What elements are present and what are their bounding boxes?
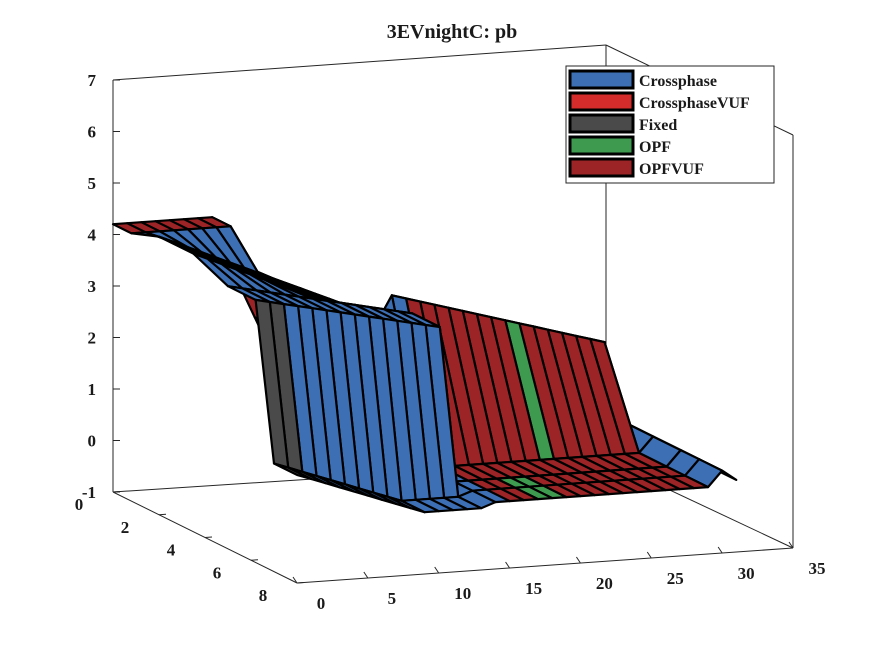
z-tick-label: 2	[88, 329, 97, 348]
legend-label: Crossphase	[639, 73, 717, 90]
y-tick-label: 4	[167, 541, 176, 560]
legend-swatch	[568, 113, 635, 134]
x-axis-ticks: 0 5 10 15 20 25 30 35	[292, 541, 826, 613]
surface-patch	[272, 462, 313, 481]
x-tick-mark	[646, 551, 652, 559]
x-tick-mark	[363, 571, 369, 579]
back-top-edge	[112, 44, 607, 81]
z-tick-label: 5	[88, 174, 97, 193]
z-axis-ticks: -1 0 1 2 3 4 5 6 7	[82, 71, 120, 502]
legend: Crossphase CrossphaseVUF Fixed OPF OPFVUF	[565, 65, 775, 184]
x-tick-label: 5	[388, 589, 397, 608]
legend-swatch	[568, 69, 635, 90]
legend-label: Fixed	[639, 117, 677, 134]
x-tick-mark	[292, 576, 298, 584]
y-tick-label: 2	[121, 518, 130, 537]
x-tick-mark	[576, 556, 581, 564]
surface-plots	[111, 216, 738, 514]
legend-label: OPFVUF	[639, 161, 704, 178]
legend-swatch	[568, 91, 635, 112]
z-tick-label: 0	[88, 432, 97, 451]
x-tick-label: 15	[525, 579, 542, 598]
x-tick-label: 35	[809, 559, 826, 578]
z-tick-label: 6	[88, 123, 97, 142]
y-tick-label: 8	[259, 586, 268, 605]
y-tick-mark	[250, 559, 259, 561]
x-axis-line	[296, 547, 794, 584]
x-tick-label: 10	[454, 584, 471, 603]
y-tick-label: 6	[213, 563, 222, 582]
x-tick-mark	[434, 566, 440, 574]
legend-label: OPF	[639, 139, 671, 156]
x-tick-label: 0	[317, 594, 326, 613]
y-tick-mark	[204, 536, 213, 538]
legend-swatch	[568, 157, 635, 178]
x-tick-mark	[788, 541, 794, 549]
y-tick-mark	[112, 491, 121, 493]
z-tick-label: 3	[88, 277, 97, 296]
z-tick-label: 7	[88, 71, 97, 90]
z-tick-label: -1	[82, 483, 96, 502]
y-tick-mark	[158, 513, 167, 516]
legend-label: CrossphaseVUF	[639, 95, 750, 112]
legend-swatch	[568, 135, 635, 156]
x-tick-mark	[717, 546, 723, 554]
y-tick-mark	[296, 582, 305, 584]
x-tick-label: 25	[667, 569, 684, 588]
z-tick-label: 4	[88, 226, 97, 245]
x-tick-mark	[505, 561, 510, 569]
chart-title: 3EVnightC: pb	[387, 21, 518, 43]
x-tick-label: 20	[596, 574, 613, 593]
y-axis-ticks: 0 2 4 6 8	[75, 491, 305, 605]
y-tick-label: 0	[75, 495, 84, 514]
z-tick-label: 1	[88, 380, 97, 399]
x-tick-label: 30	[738, 564, 755, 583]
